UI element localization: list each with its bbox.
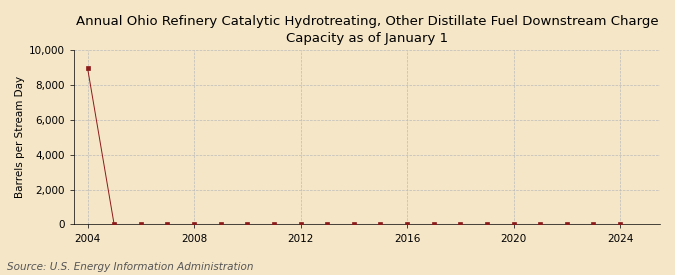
Title: Annual Ohio Refinery Catalytic Hydrotreating, Other Distillate Fuel Downstream C: Annual Ohio Refinery Catalytic Hydrotrea…: [76, 15, 658, 45]
Y-axis label: Barrels per Stream Day: Barrels per Stream Day: [15, 76, 25, 199]
Text: Source: U.S. Energy Information Administration: Source: U.S. Energy Information Administ…: [7, 262, 253, 272]
